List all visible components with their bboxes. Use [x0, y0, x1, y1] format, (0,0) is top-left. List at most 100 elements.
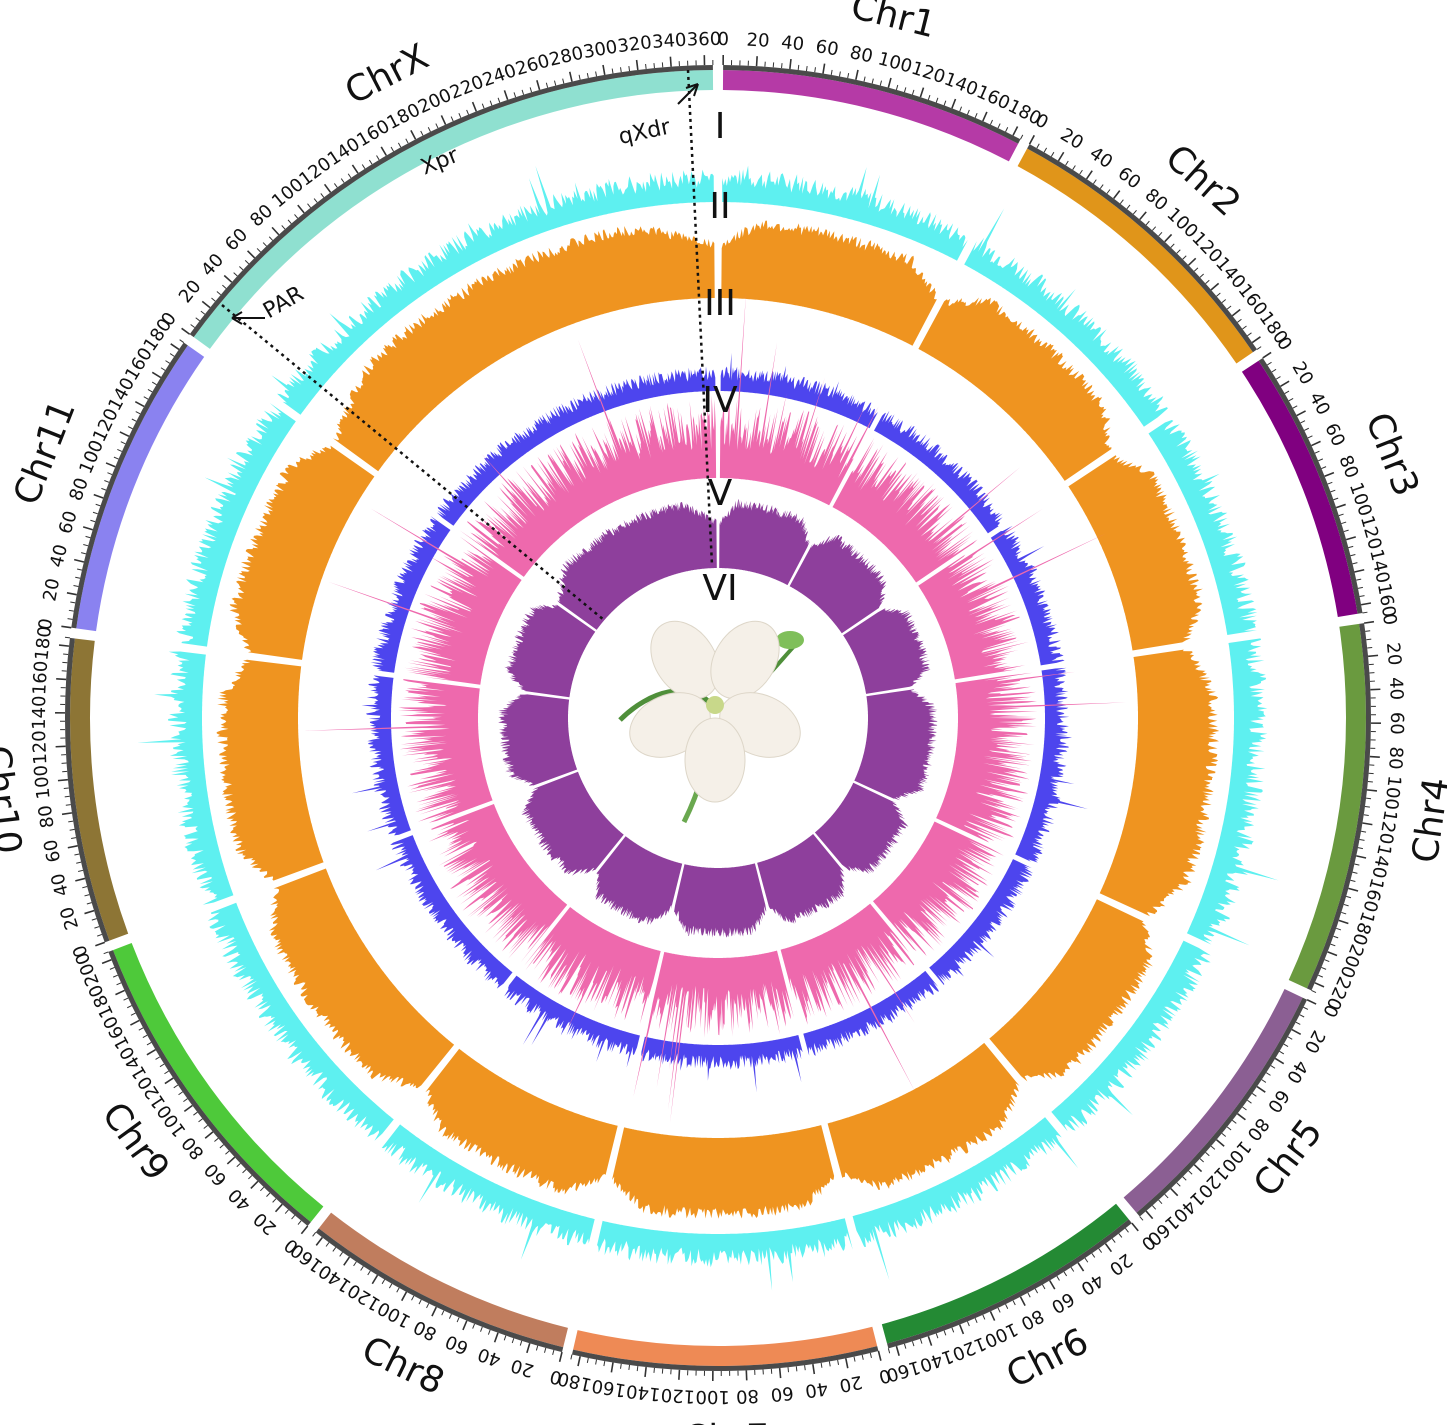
tick-mark [80, 552, 87, 555]
tick-mark [982, 1314, 986, 1320]
tick-mark [178, 1091, 183, 1096]
tick-mark [343, 1256, 351, 1266]
tick-mark [1348, 545, 1354, 549]
tick-mark [1210, 1145, 1216, 1150]
track-segment [557, 502, 717, 630]
tick-label: 60 [1047, 1288, 1077, 1318]
tick-mark [853, 1356, 856, 1362]
tick-mark [84, 894, 90, 897]
tick-mark [951, 98, 957, 109]
chromosome-band [1241, 360, 1358, 618]
track-segment [803, 970, 939, 1056]
tick-mark [1164, 233, 1173, 243]
tick-mark [325, 1242, 330, 1247]
tick-label: 40 [1385, 677, 1407, 701]
tick-label: 60 [770, 1382, 795, 1405]
tick-label: 140 [917, 1345, 956, 1376]
tick-mark [1369, 755, 1380, 758]
tick-mark [113, 456, 119, 460]
tick-label: 60 [1263, 1086, 1293, 1117]
tick-mark [1365, 797, 1372, 800]
tick-label: 20 [1382, 642, 1405, 667]
track-segment [1148, 420, 1258, 635]
track-segment [874, 410, 1003, 534]
tick-label: 80 [848, 42, 875, 67]
tick-mark [104, 480, 110, 483]
track-segment [814, 782, 909, 874]
tick-mark [1327, 951, 1338, 957]
tick-label: 140 [29, 695, 50, 730]
tick-label: 60 [40, 838, 65, 865]
tick-mark [1028, 134, 1035, 145]
tick-mark [239, 266, 244, 271]
tick-mark [1262, 351, 1272, 359]
tick-mark [903, 1343, 907, 1349]
tick-mark [1145, 220, 1150, 226]
tick-mark [1311, 440, 1321, 447]
tick-mark [339, 1251, 343, 1257]
tick-label: 60 [1386, 712, 1407, 735]
tick-mark [61, 625, 72, 629]
tick-mark [927, 1335, 933, 1346]
tick-mark [919, 1338, 923, 1344]
qxdr-arrowhead [685, 83, 699, 97]
tick-mark [1321, 966, 1327, 970]
track-segment [1186, 638, 1279, 946]
chromosome-band [70, 638, 129, 941]
tick-mark [268, 236, 274, 241]
track-segment [425, 1048, 618, 1195]
tick-mark [450, 116, 454, 122]
tick-mark [64, 795, 70, 798]
tick-label: 20 [1288, 358, 1318, 388]
tick-mark [198, 1118, 203, 1123]
tick-mark [1338, 513, 1344, 517]
tick-mark [57, 778, 68, 782]
track-segment [303, 679, 493, 823]
tick-label: 340 [651, 30, 687, 53]
track-segment [719, 292, 879, 506]
tick-mark [838, 71, 841, 77]
tick-mark [76, 568, 83, 571]
tick-mark [190, 324, 195, 328]
track-segment [936, 671, 1127, 843]
tick-label: 40 [224, 1184, 255, 1215]
chromosome-label: Chr8 [356, 1329, 451, 1403]
tick-mark [628, 65, 631, 72]
tick-mark [332, 1247, 337, 1252]
tick-mark [1057, 151, 1065, 162]
track-segment [524, 907, 661, 1032]
tick-mark [778, 1368, 782, 1379]
tick-label: 20 [746, 30, 770, 52]
track-segment [832, 437, 1021, 583]
track-segment [827, 1042, 1020, 1190]
tick-mark [1232, 1119, 1237, 1124]
tick-mark [1226, 1126, 1232, 1131]
tick-mark [75, 576, 81, 579]
tick-mark [1291, 1028, 1302, 1035]
tick-mark [117, 448, 123, 452]
tick-mark [1113, 190, 1121, 200]
tick-mark [1343, 903, 1349, 907]
track-segment [332, 226, 715, 472]
track-segment [633, 950, 794, 1123]
tick-mark [236, 1162, 241, 1168]
tick-mark [820, 1362, 823, 1368]
track-segment [597, 1218, 853, 1291]
tick-mark [1043, 147, 1048, 153]
chromosome-band [76, 345, 205, 632]
tick-mark [1205, 279, 1210, 284]
tick-label: 260 [513, 51, 552, 81]
tick-mark [1363, 620, 1375, 624]
tick-mark [256, 248, 261, 253]
track-segment [459, 339, 717, 577]
tick-mark [1314, 982, 1325, 988]
tick-mark [1287, 1036, 1293, 1040]
track-iii-repeat-density [216, 220, 1220, 1219]
tick-mark [250, 1180, 259, 1190]
tick-mark [861, 1354, 864, 1360]
tick-label: 80 [1242, 1114, 1273, 1145]
